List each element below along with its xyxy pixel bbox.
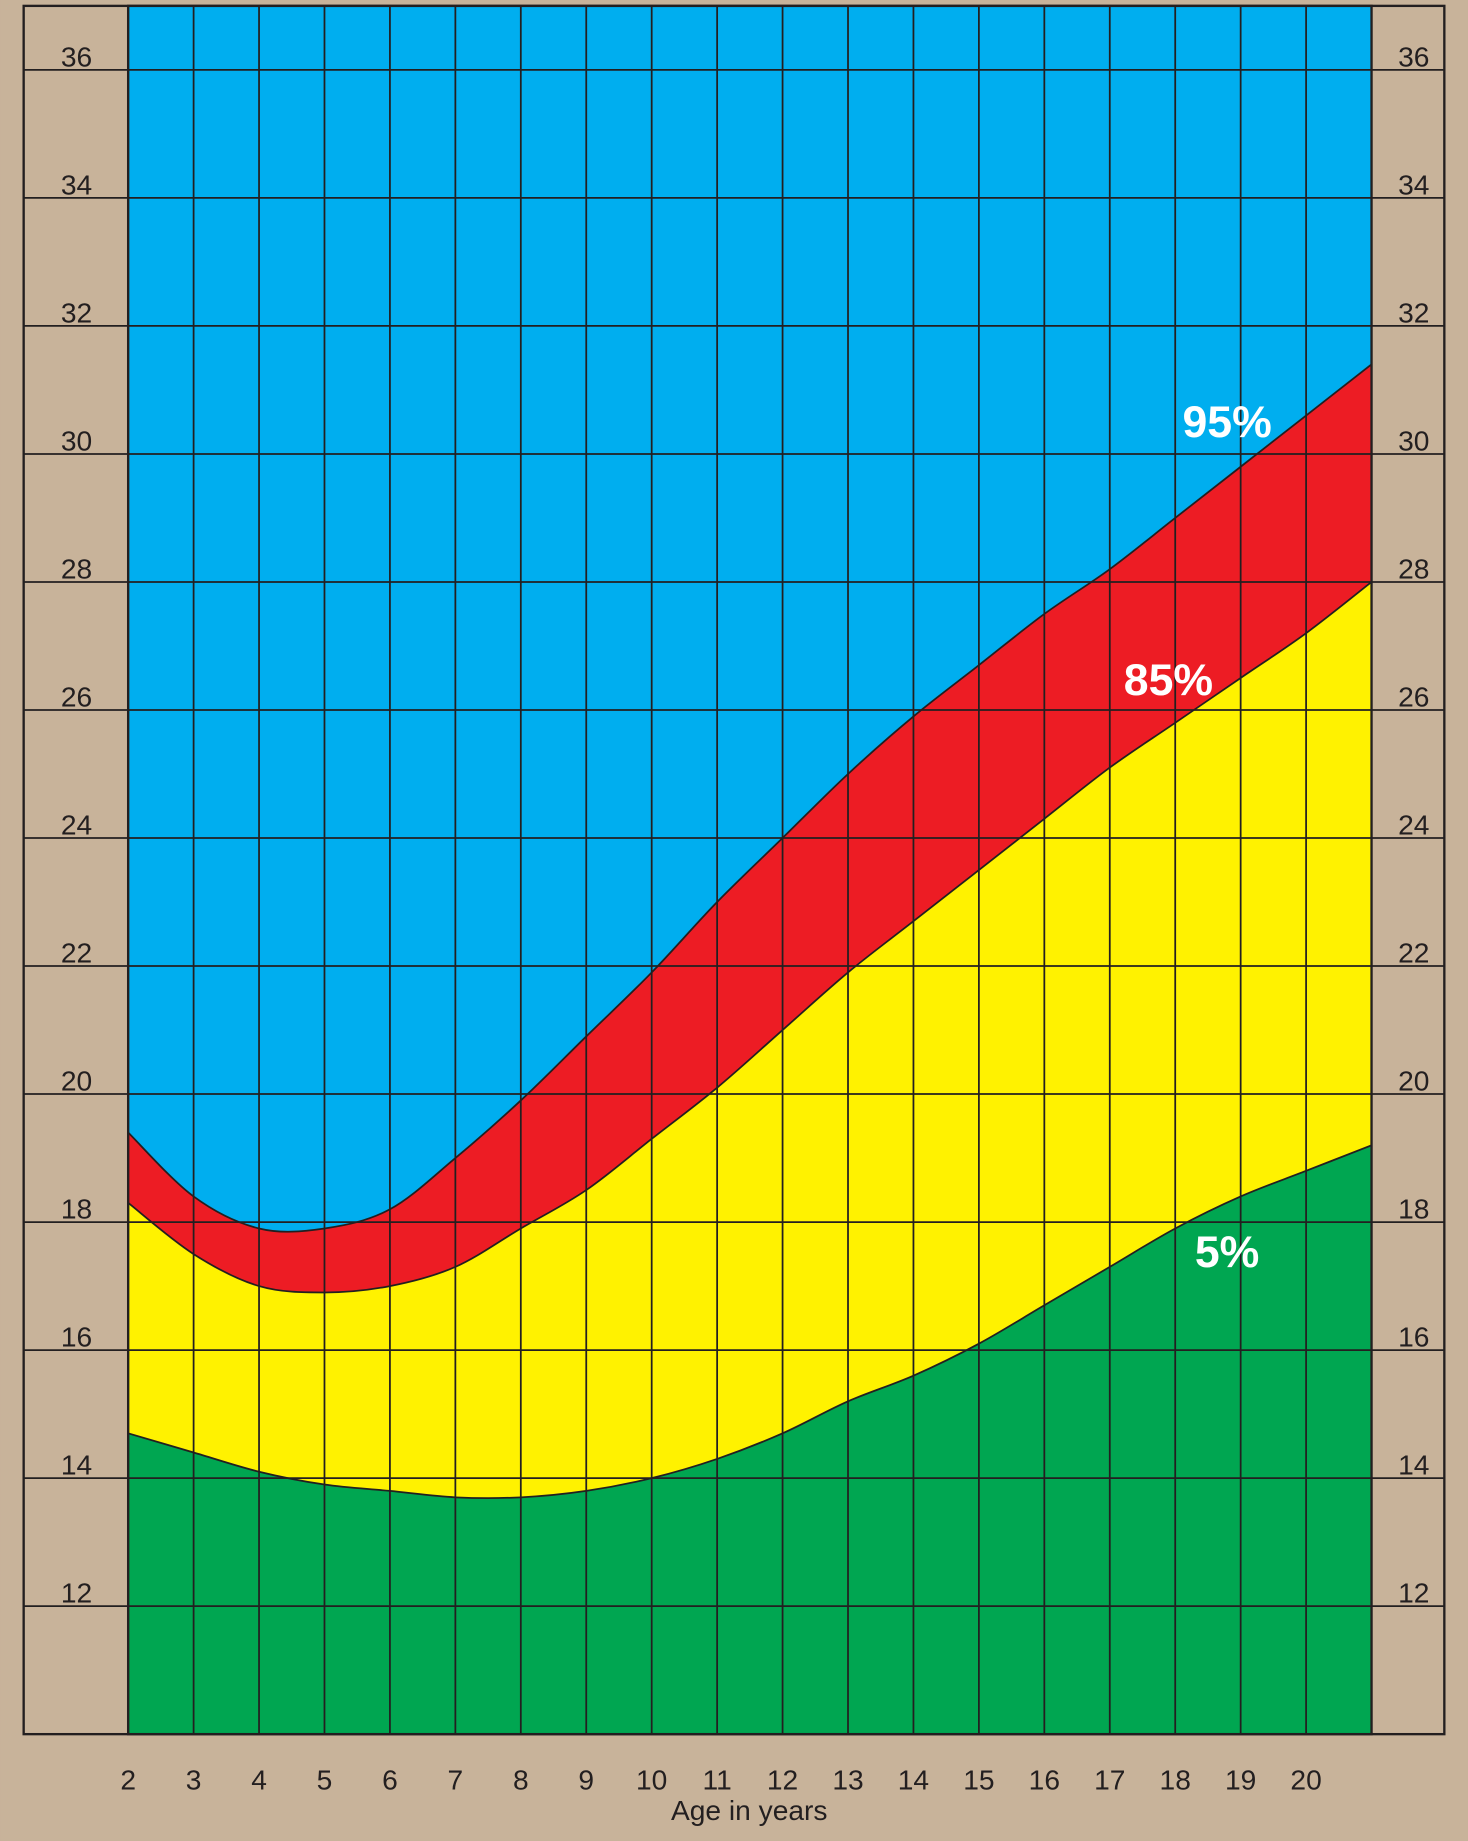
x-tick-label: 20 [1290,1763,1321,1795]
x-tick-label: 11 [703,1763,732,1795]
x-tick-label: 10 [636,1763,667,1795]
y-tick-label-right: 36 [1398,40,1429,72]
y-tick-label-left: 24 [61,808,92,840]
percentile-label: 85% [1124,656,1213,705]
x-tick-label: 8 [513,1763,529,1795]
x-tick-label: 4 [251,1763,267,1795]
labels: 95%85%5%2 3 4 5 6 7 8 9 10 11 12 13 14 15 16 17 18 19 2012… [61,40,1430,1795]
x-tick-label: 5 [317,1763,333,1795]
percentile-label: 5% [1195,1228,1259,1277]
x-tick-label: 18 [1160,1763,1191,1795]
x-tick-label: 15 [963,1763,994,1795]
y-tick-label-right: 14 [1398,1449,1429,1481]
y-tick-label-right: 30 [1398,424,1429,456]
y-tick-label-left: 30 [61,424,92,456]
y-tick-label-left: 34 [61,168,92,200]
x-tick-label: 2 [120,1763,136,1795]
y-tick-label-right: 18 [1398,1193,1429,1225]
y-tick-label-right: 12 [1398,1577,1429,1609]
x-tick-label: 7 [448,1763,464,1795]
y-tick-label-right: 26 [1398,680,1429,712]
y-tick-label-left: 16 [61,1321,92,1353]
x-tick-label: 19 [1225,1763,1256,1795]
x-tick-label: 17 [1094,1763,1125,1795]
grid [22,4,1446,1736]
x-tick-label: 14 [898,1763,929,1795]
y-tick-label-left: 32 [61,296,92,328]
y-tick-label-right: 32 [1398,296,1429,328]
y-tick-label-right: 20 [1398,1065,1429,1097]
y-tick-label-right: 16 [1398,1321,1429,1353]
y-tick-label-right: 22 [1398,937,1429,969]
plot-area [127,5,1373,1736]
percentile-label: 95% [1182,398,1271,447]
y-tick-label-left: 36 [61,40,92,72]
x-tick-label: 12 [767,1763,798,1795]
y-tick-label-left: 12 [61,1577,92,1609]
x-tick-label: 3 [186,1763,202,1795]
y-tick-label-right: 34 [1398,168,1429,200]
x-axis-label: Age in years [671,1794,828,1826]
y-tick-label-left: 26 [61,680,92,712]
y-tick-label-left: 14 [61,1449,92,1481]
y-tick-label-right: 28 [1398,552,1429,584]
plot-frame [126,4,1373,1736]
x-tick-label: 13 [832,1763,863,1795]
x-tick-label: 6 [382,1763,398,1795]
y-tick-label-right: 24 [1398,808,1429,840]
y-tick-label-left: 28 [61,552,92,584]
y-tick-label-left: 18 [61,1193,92,1225]
y-tick-label-left: 20 [61,1065,92,1097]
x-tick-label: 9 [578,1763,594,1795]
y-tick-label-left: 22 [61,937,92,969]
x-tick-label: 16 [1029,1763,1060,1795]
